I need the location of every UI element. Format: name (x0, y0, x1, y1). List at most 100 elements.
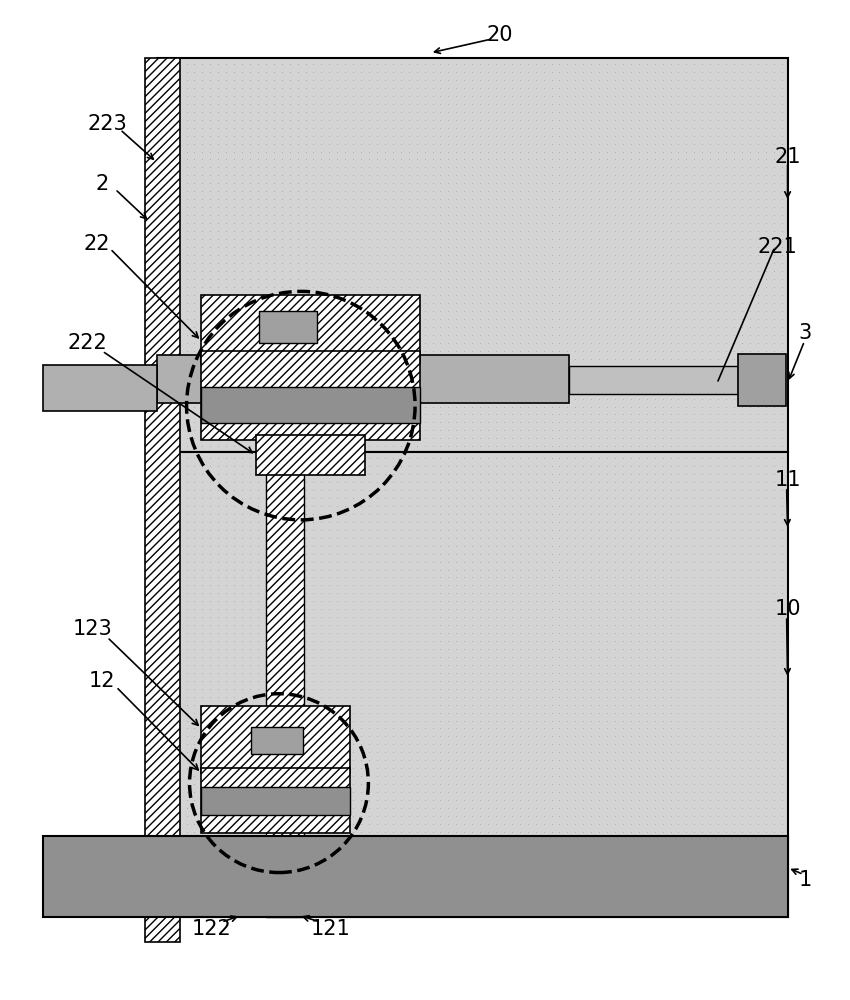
Point (473, 399, 487, 415)
Point (179, 72, 193, 88)
Point (283, 104, 297, 120)
Point (307, 351, 320, 367)
Point (426, 562, 439, 578)
Point (331, 144, 344, 160)
Point (704, 538, 717, 554)
Point (402, 784, 416, 800)
Point (164, 430, 178, 446)
Point (275, 351, 288, 367)
Point (418, 593, 432, 609)
Point (728, 872, 741, 888)
Point (576, 720, 590, 736)
Point (275, 56, 288, 72)
Point (164, 816, 178, 832)
Point (576, 498, 590, 514)
Point (267, 879, 280, 895)
Point (275, 430, 288, 446)
Point (402, 625, 416, 641)
Point (592, 319, 606, 335)
Point (418, 649, 432, 665)
Point (219, 840, 233, 856)
Point (576, 247, 590, 263)
Point (243, 601, 257, 617)
Point (743, 375, 756, 391)
Point (505, 522, 518, 538)
Point (267, 399, 280, 415)
Point (624, 665, 638, 681)
Point (203, 450, 217, 466)
Point (402, 649, 416, 665)
Point (156, 848, 169, 864)
Point (378, 601, 392, 617)
Point (537, 191, 551, 207)
Point (695, 872, 709, 888)
Point (552, 375, 566, 391)
Point (203, 430, 217, 446)
Point (609, 665, 622, 681)
Point (521, 562, 535, 578)
Point (243, 546, 257, 562)
Point (188, 848, 201, 864)
Point (410, 673, 423, 689)
Point (552, 96, 566, 112)
Point (203, 414, 217, 430)
Point (212, 223, 225, 239)
Point (434, 351, 447, 367)
Point (172, 159, 185, 175)
Point (331, 167, 344, 183)
Point (481, 215, 495, 231)
Point (235, 800, 249, 816)
Point (704, 359, 717, 375)
Point (616, 768, 630, 784)
Point (434, 649, 447, 665)
Point (426, 383, 439, 399)
Point (219, 311, 233, 327)
Point (585, 689, 598, 705)
Point (775, 367, 789, 383)
Point (402, 617, 416, 633)
Point (394, 112, 407, 128)
Point (227, 689, 241, 705)
Point (473, 215, 487, 231)
Point (354, 633, 368, 649)
Point (370, 848, 383, 864)
Point (481, 792, 495, 808)
Point (156, 458, 169, 474)
Point (719, 271, 733, 287)
Point (418, 641, 432, 657)
Point (719, 498, 733, 514)
Point (251, 689, 264, 705)
Point (188, 498, 201, 514)
Point (609, 530, 622, 546)
Point (188, 207, 201, 223)
Point (466, 136, 479, 152)
Point (585, 414, 598, 430)
Point (426, 311, 439, 327)
Point (711, 649, 725, 665)
Point (457, 625, 471, 641)
Point (561, 872, 575, 888)
Point (410, 824, 423, 840)
Point (552, 633, 566, 649)
Point (561, 112, 575, 128)
Point (188, 514, 201, 530)
Point (418, 207, 432, 223)
Point (775, 752, 789, 768)
Point (378, 577, 392, 593)
Point (751, 585, 765, 601)
Point (743, 112, 756, 128)
Point (592, 247, 606, 263)
Point (298, 88, 312, 104)
Point (552, 279, 566, 295)
Point (743, 681, 756, 697)
Point (521, 752, 535, 768)
Point (497, 633, 511, 649)
Point (314, 816, 328, 832)
Point (632, 649, 646, 665)
Point (704, 681, 717, 697)
Point (259, 681, 273, 697)
Point (402, 514, 416, 530)
Point (450, 816, 463, 832)
Point (156, 311, 169, 327)
Point (481, 104, 495, 120)
